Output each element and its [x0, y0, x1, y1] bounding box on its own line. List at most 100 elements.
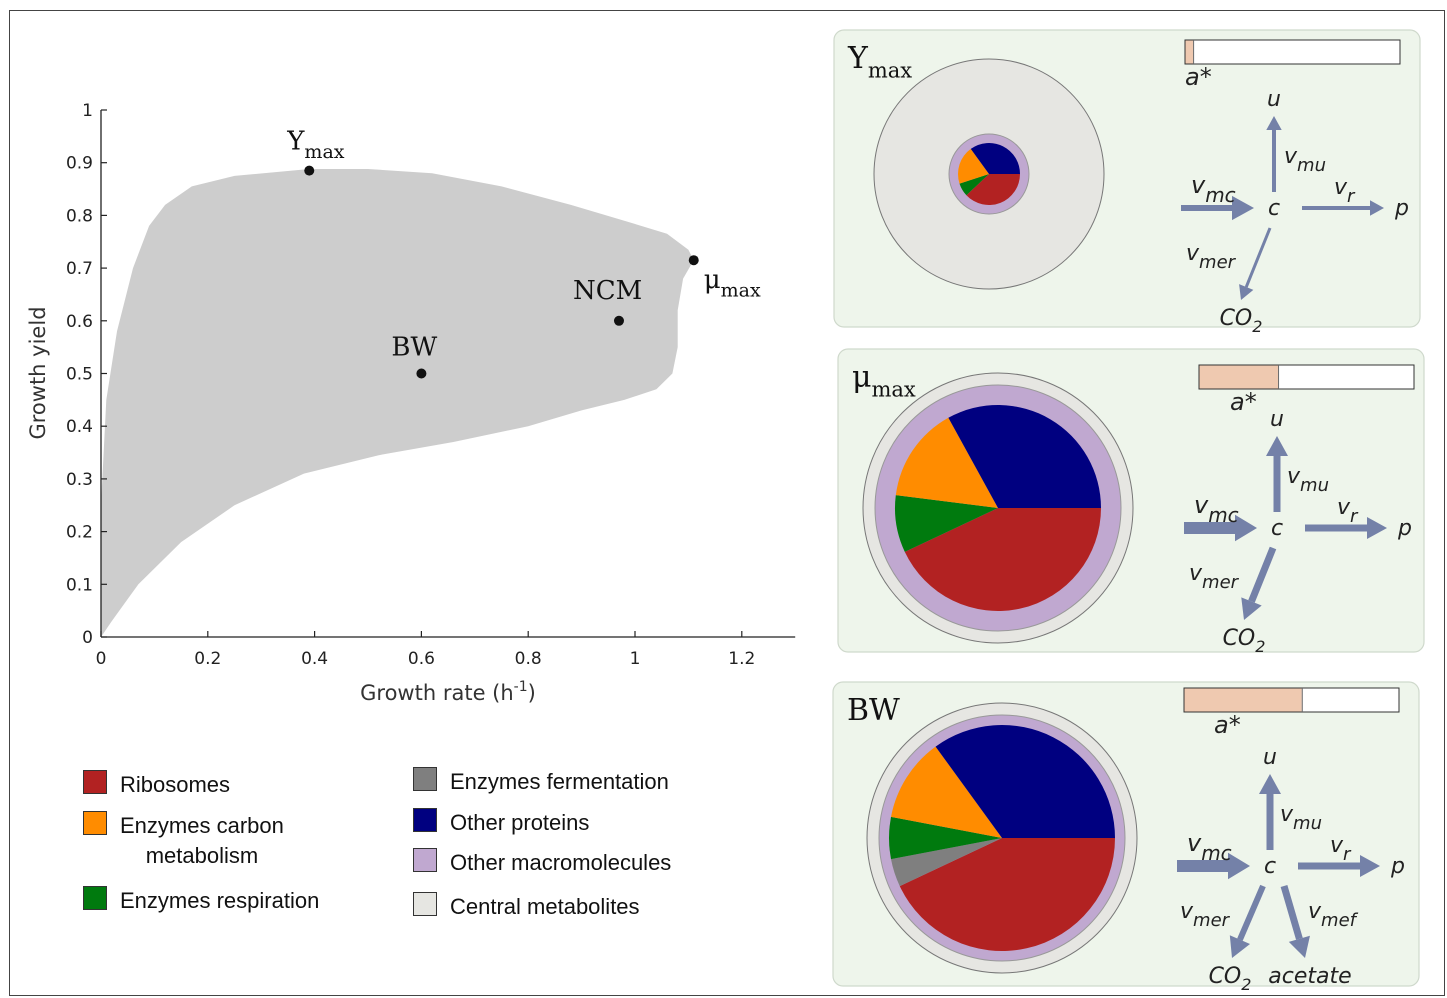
flux-vmer-main: v: [1180, 899, 1194, 924]
flux-arrow-head: [1367, 517, 1387, 539]
flux-vr: vr: [1334, 175, 1356, 207]
legend-label: Enzymes carbon metabolism: [120, 811, 284, 871]
node-co2-sub: 2: [1241, 975, 1251, 994]
legend-label: Enzymes respiration: [120, 888, 320, 913]
pie-slice-enzymes-respiration: [959, 174, 989, 196]
flux-vmer-sub: mer: [1193, 910, 1231, 931]
y-ticks: 0 0.1 0.2 0.3 0.4 0.5 0.6 0.7 0.8 0.9 1: [66, 101, 107, 648]
node-acetate-main: acetate: [1268, 964, 1351, 989]
flux-vmer-main: v: [1189, 561, 1203, 586]
legend-enzymes-carbon: Enzymes carbon metabolism: [83, 811, 284, 871]
node-p-main: p: [1397, 516, 1412, 541]
flux-vmu-main: v: [1284, 144, 1298, 169]
node-co2-sub: 2: [1255, 637, 1265, 656]
node-p-main: p: [1394, 196, 1409, 221]
flux-vmu-sub: mu: [1297, 155, 1326, 176]
x-tick-label: 1: [630, 649, 641, 669]
pie-slice-enzymes-fermentation: [891, 838, 1002, 887]
node-co2-sub: 2: [1252, 317, 1262, 336]
panel-title-main: Y: [847, 41, 869, 76]
panel-title-main: BW: [847, 693, 900, 728]
a-star-label: a*: [1230, 388, 1257, 416]
flux-vmef-sub: mef: [1321, 910, 1359, 931]
flux-vr-main: v: [1334, 175, 1348, 200]
legend-other-proteins: Other proteins: [413, 808, 589, 838]
y-tick-label: 0.4: [66, 417, 93, 437]
panel-title: BW: [847, 693, 900, 728]
flux-vr-main: v: [1330, 833, 1344, 858]
node-u: u: [1270, 407, 1284, 432]
legend-swatch-ribosomes: [83, 770, 107, 794]
pie-slice-enzymes-respiration: [895, 495, 998, 552]
node-p-main: p: [1390, 854, 1405, 879]
flux-arrow-shaft: [1244, 227, 1272, 288]
legend-swatch-enzymes-carbon: [83, 811, 107, 835]
growth-chart: 0 0.1 0.2 0.3 0.4 0.5 0.6 0.7 0.8 0.9 1 0 0.2 0.4 0.6…: [26, 101, 796, 705]
point-label-sub: max: [721, 280, 761, 302]
node-co2: CO2: [1223, 626, 1266, 656]
panel-title-sub: max: [868, 58, 912, 82]
node-p: p: [1394, 196, 1409, 221]
flux-arrow-head: [1288, 935, 1310, 958]
legend-label: Other proteins: [450, 810, 590, 835]
flux-vmer: vmer: [1186, 241, 1237, 273]
node-u-main: u: [1267, 87, 1281, 112]
flux-arrow-head: [1370, 200, 1384, 216]
legend-swatch-enzymes-respiration: [83, 886, 107, 910]
feasible-region: [101, 169, 694, 637]
pie-slice-other-proteins: [948, 405, 1101, 508]
flux-arrow-head: [1259, 774, 1281, 794]
node-u-main: u: [1263, 745, 1277, 770]
a-star-label-main: a*: [1230, 388, 1257, 416]
legend-other-macromolecules: Other macromolecules: [413, 848, 671, 878]
flux-vmer: vmer: [1189, 561, 1240, 593]
point-label: BW: [391, 333, 437, 363]
node-p: p: [1390, 854, 1405, 879]
flux-vr-main: v: [1337, 495, 1351, 520]
a-star-bar-fill: [1184, 688, 1302, 712]
y-tick-label: 1: [82, 101, 93, 121]
flux-vr: vr: [1337, 495, 1359, 527]
pie-slice-enzymes-carbon-metabolism: [891, 746, 1002, 838]
y-tick-label: 0.9: [66, 154, 93, 174]
panel-title-main: μ: [852, 360, 872, 395]
point-label-main: μ: [704, 265, 721, 295]
legend-enzymes-respiration: Enzymes respiration: [83, 886, 319, 916]
point-label-main: NCM: [573, 276, 642, 306]
flux-vmer-sub: mer: [1199, 252, 1237, 273]
a-star-bar-fill: [1199, 365, 1279, 389]
panel-title: μmax: [852, 360, 916, 401]
x-tick-label: 0.8: [515, 649, 542, 669]
flux-arrow-shaft: [1237, 884, 1266, 941]
flux-vmu-sub: mu: [1293, 813, 1322, 834]
legend-enzymes-fermentation: Enzymes fermentation: [413, 767, 669, 797]
node-acetate: acetate: [1268, 964, 1351, 989]
flux-vmer: vmer: [1180, 899, 1231, 931]
legend-label: Enzymes fermentation: [450, 769, 669, 794]
node-u-main: u: [1270, 407, 1284, 432]
flux-vmef-main: v: [1308, 899, 1322, 924]
x-tick-label: 0: [96, 649, 107, 669]
a-star-bar-fill: [1185, 40, 1194, 64]
node-co2-main: CO: [1223, 626, 1256, 651]
y-tick-label: 0.6: [66, 312, 93, 332]
flux-vmc-sub: mc: [1208, 503, 1238, 527]
legend-label-line1: Enzymes carbon: [120, 813, 284, 838]
flux-vmc-main: v: [1191, 171, 1206, 199]
flux-arrow-head: [1232, 195, 1254, 221]
y-tick-label: 0: [82, 628, 93, 648]
point-label-main: BW: [391, 333, 437, 363]
flux-vmc: vmc: [1187, 829, 1232, 865]
node-c: c: [1268, 196, 1280, 221]
x-tick-label: 0.2: [194, 649, 221, 669]
flux-vr-sub: r: [1343, 844, 1352, 865]
flux-arrow-head: [1235, 514, 1257, 542]
flux-arrow-head: [1241, 597, 1262, 620]
node-c-main: c: [1264, 854, 1276, 879]
legend-label-line2: metabolism: [145, 843, 259, 868]
legend-swatch-other-proteins: [413, 808, 437, 832]
flux-vmef: vmef: [1308, 899, 1359, 931]
